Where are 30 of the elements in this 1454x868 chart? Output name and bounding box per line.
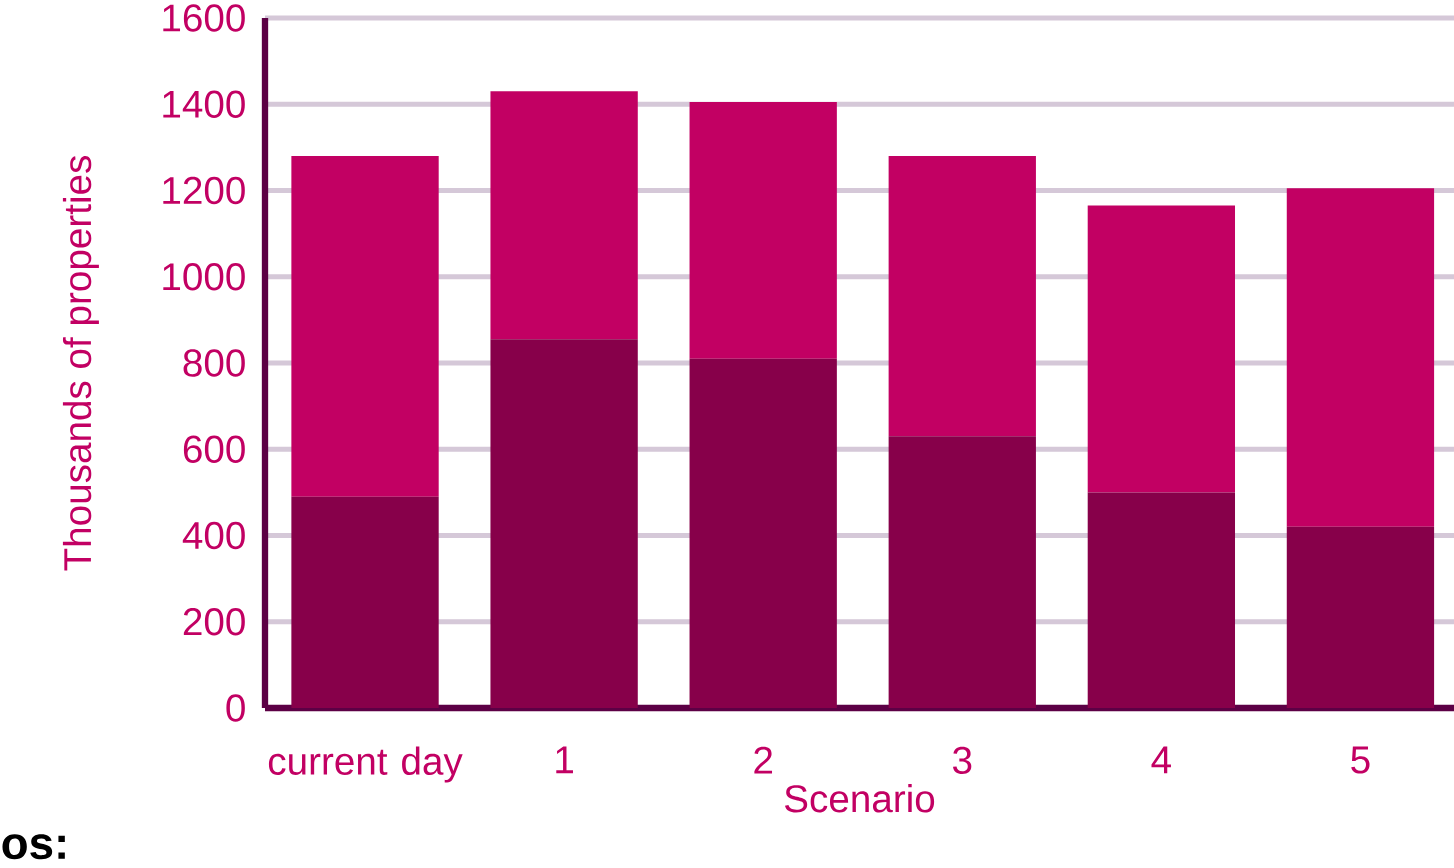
y-tick-label: 200	[183, 608, 245, 636]
x-tick-label: 5	[1351, 746, 1370, 774]
y-tick-label: 600	[183, 435, 245, 463]
bar	[1286, 188, 1435, 527]
bar	[490, 91, 638, 340]
bar	[1087, 205, 1236, 493]
bar	[490, 339, 638, 708]
y-tick-label: 800	[183, 349, 245, 377]
y-tick-label: 1400	[163, 90, 245, 118]
x-tick-label: 4	[1151, 746, 1171, 774]
x-tick-label: current day	[268, 746, 463, 783]
x-tick-label: 3	[953, 746, 972, 774]
y-tick-label: 400	[182, 521, 245, 550]
y-tick-label: 0	[226, 694, 245, 722]
y-axis-title: Thousands of properties	[62, 156, 99, 571]
text: os:	[2, 834, 65, 860]
bar	[1087, 492, 1236, 708]
y-tick-label: 1000	[163, 263, 245, 291]
bar	[1286, 526, 1435, 708]
x-tick-label: 2	[754, 746, 773, 774]
y-tick-label: 1200	[163, 176, 245, 205]
bar	[888, 156, 1036, 437]
bar	[888, 436, 1036, 708]
bar	[291, 156, 439, 497]
bar	[689, 102, 837, 359]
bar	[291, 496, 439, 708]
x-tick-label: 1	[556, 746, 573, 774]
y-tick-label: 1600	[163, 4, 245, 32]
x-axis-title: Scenario	[784, 784, 935, 813]
bar	[689, 358, 837, 708]
